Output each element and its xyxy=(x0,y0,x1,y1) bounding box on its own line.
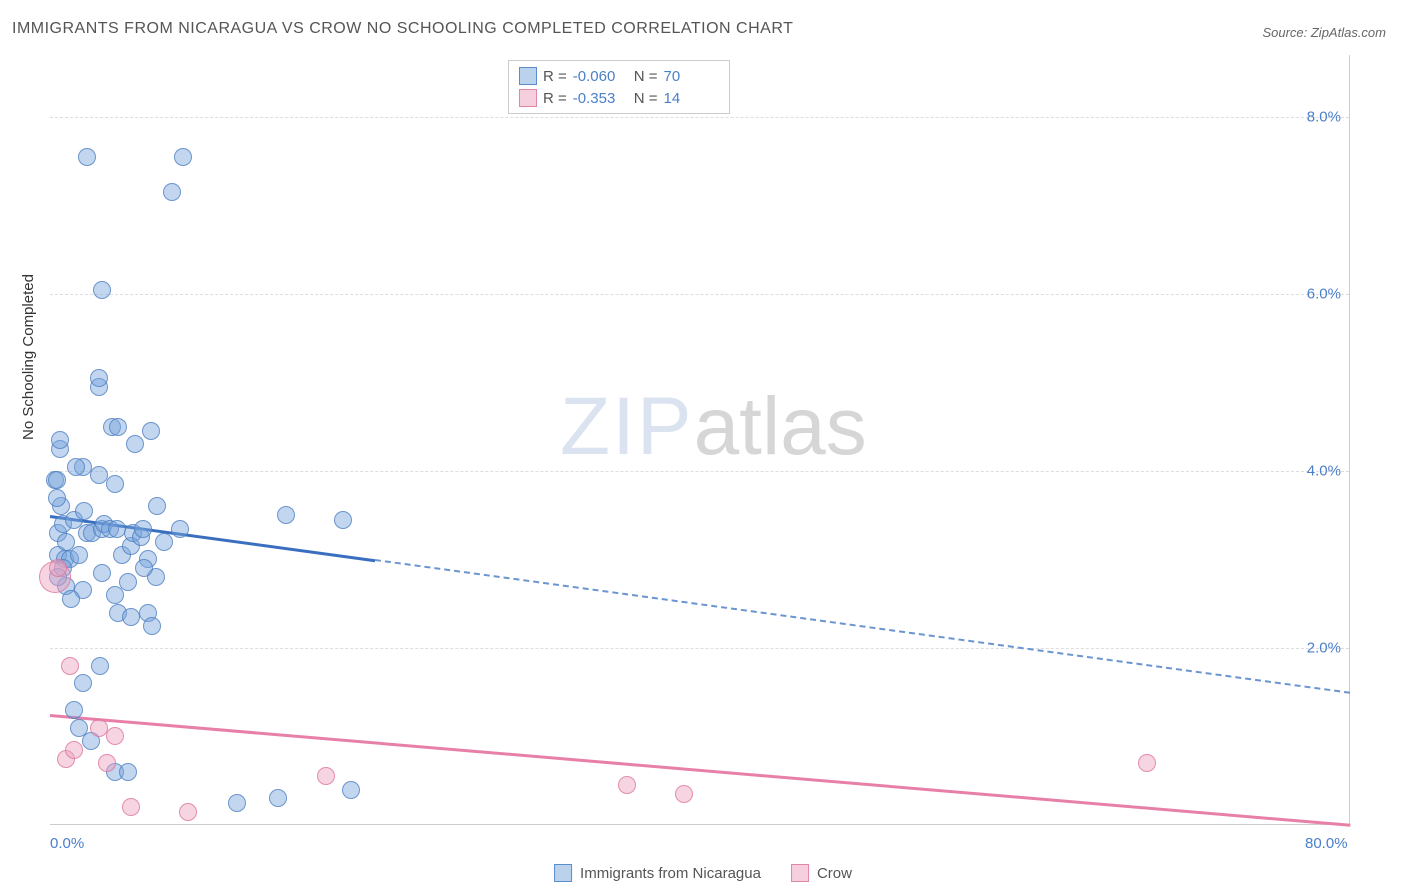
scatter-point-nicaragua xyxy=(93,564,111,582)
scatter-point-nicaragua xyxy=(106,475,124,493)
r-label: R = xyxy=(543,68,567,85)
legend-label-crow: Crow xyxy=(817,865,852,882)
r-label: R = xyxy=(543,90,567,107)
swatch-pink-icon xyxy=(791,864,809,882)
scatter-point-nicaragua xyxy=(108,520,126,538)
swatch-blue-icon xyxy=(519,67,537,85)
r-value-nicaragua: -0.060 xyxy=(573,68,628,85)
stats-row-nicaragua: R = -0.060 N = 70 xyxy=(519,65,719,87)
scatter-point-nicaragua xyxy=(126,435,144,453)
scatter-point-nicaragua xyxy=(62,590,80,608)
legend-bottom: Immigrants from Nicaragua Crow xyxy=(554,864,852,882)
source-prefix: Source: xyxy=(1262,25,1310,40)
scatter-point-nicaragua xyxy=(91,657,109,675)
scatter-point-nicaragua xyxy=(134,520,152,538)
scatter-point-crow xyxy=(49,559,67,577)
n-value-nicaragua: 70 xyxy=(664,68,719,85)
y-tick-label: 6.0% xyxy=(1307,285,1341,302)
scatter-point-nicaragua xyxy=(106,586,124,604)
scatter-point-nicaragua xyxy=(119,573,137,591)
gridline xyxy=(50,117,1349,118)
regression-line-nicaragua xyxy=(375,559,1350,694)
scatter-point-crow xyxy=(618,776,636,794)
scatter-point-crow xyxy=(675,785,693,803)
scatter-point-nicaragua xyxy=(75,502,93,520)
legend-item-crow: Crow xyxy=(791,864,852,882)
scatter-point-crow xyxy=(122,798,140,816)
scatter-point-nicaragua xyxy=(65,701,83,719)
scatter-point-nicaragua xyxy=(135,559,153,577)
scatter-point-nicaragua xyxy=(90,466,108,484)
n-label: N = xyxy=(634,90,658,107)
scatter-point-nicaragua xyxy=(155,533,173,551)
r-value-crow: -0.353 xyxy=(573,90,628,107)
stats-row-crow: R = -0.353 N = 14 xyxy=(519,87,719,109)
y-tick-label: 4.0% xyxy=(1307,462,1341,479)
scatter-point-nicaragua xyxy=(70,546,88,564)
scatter-point-nicaragua xyxy=(48,489,66,507)
scatter-point-nicaragua xyxy=(228,794,246,812)
x-tick-label: 0.0% xyxy=(50,835,84,852)
scatter-point-nicaragua xyxy=(67,458,85,476)
legend-label-nicaragua: Immigrants from Nicaragua xyxy=(580,865,761,882)
scatter-point-nicaragua xyxy=(342,781,360,799)
scatter-point-nicaragua xyxy=(334,511,352,529)
gridline xyxy=(50,648,1349,649)
scatter-point-crow xyxy=(179,803,197,821)
scatter-point-crow xyxy=(317,767,335,785)
scatter-point-crow xyxy=(61,657,79,675)
scatter-point-nicaragua xyxy=(57,533,75,551)
scatter-point-crow xyxy=(98,754,116,772)
source-name: ZipAtlas.com xyxy=(1311,25,1386,40)
scatter-point-nicaragua xyxy=(78,148,96,166)
scatter-point-nicaragua xyxy=(171,520,189,538)
n-value-crow: 14 xyxy=(664,90,719,107)
scatter-point-nicaragua xyxy=(93,281,111,299)
gridline xyxy=(50,294,1349,295)
scatter-point-crow xyxy=(106,727,124,745)
scatter-point-nicaragua xyxy=(269,789,287,807)
y-tick-label: 8.0% xyxy=(1307,108,1341,125)
scatter-point-nicaragua xyxy=(48,471,66,489)
y-axis-label: No Schooling Completed xyxy=(20,274,37,440)
scatter-point-crow xyxy=(65,741,83,759)
scatter-point-nicaragua xyxy=(277,506,295,524)
y-tick-label: 2.0% xyxy=(1307,639,1341,656)
legend-item-nicaragua: Immigrants from Nicaragua xyxy=(554,864,761,882)
n-label: N = xyxy=(634,68,658,85)
chart-title: IMMIGRANTS FROM NICARAGUA VS CROW NO SCH… xyxy=(12,20,793,38)
scatter-point-nicaragua xyxy=(148,497,166,515)
scatter-point-nicaragua xyxy=(74,674,92,692)
scatter-point-nicaragua xyxy=(51,431,69,449)
scatter-point-nicaragua xyxy=(143,617,161,635)
scatter-point-nicaragua xyxy=(174,148,192,166)
gridline xyxy=(50,471,1349,472)
scatter-point-crow xyxy=(90,719,108,737)
swatch-blue-icon xyxy=(554,864,572,882)
regression-line-crow xyxy=(50,714,1350,826)
plot-area: 2.0%4.0%6.0%8.0%0.0%80.0% xyxy=(50,55,1350,825)
scatter-point-nicaragua xyxy=(90,369,108,387)
scatter-point-nicaragua xyxy=(142,422,160,440)
scatter-point-nicaragua xyxy=(119,763,137,781)
source-attribution: Source: ZipAtlas.com xyxy=(1262,25,1386,40)
scatter-point-nicaragua xyxy=(109,418,127,436)
scatter-point-nicaragua xyxy=(163,183,181,201)
scatter-point-crow xyxy=(1138,754,1156,772)
x-tick-label: 80.0% xyxy=(1305,835,1348,852)
swatch-pink-icon xyxy=(519,89,537,107)
stats-legend-box: R = -0.060 N = 70 R = -0.353 N = 14 xyxy=(508,60,730,114)
